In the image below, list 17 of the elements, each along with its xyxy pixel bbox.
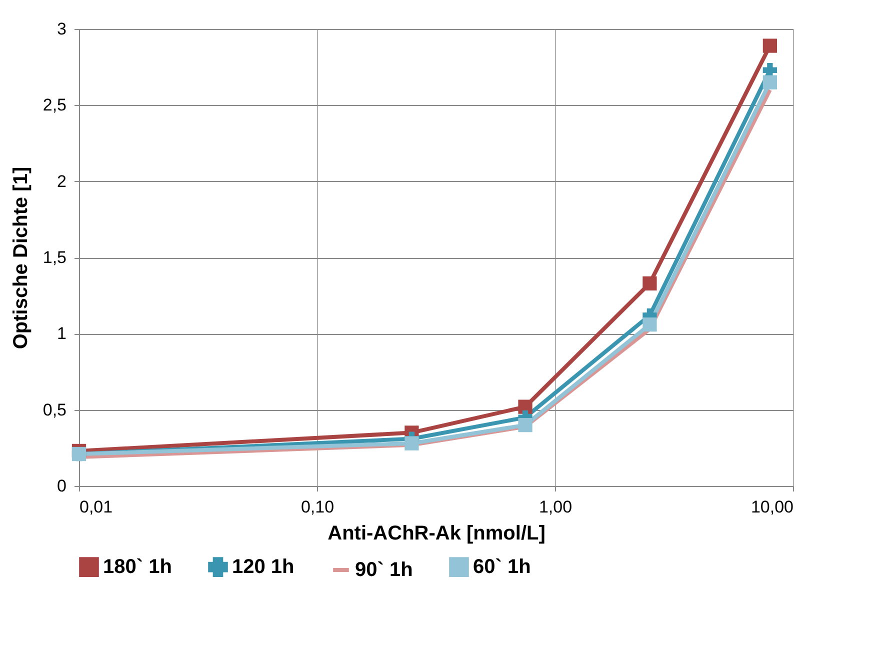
y-tick-label: 2,5 bbox=[42, 96, 66, 115]
y-tick-label: 3 bbox=[57, 20, 66, 38]
x-tick-label: 1,00 bbox=[538, 498, 572, 516]
x-tick-label: 0,10 bbox=[300, 498, 334, 516]
legend-label: 180` 1h bbox=[103, 556, 172, 578]
y-tick-label: 2 bbox=[57, 172, 66, 191]
legend-label: 120 1h bbox=[232, 556, 294, 578]
y-axis-title: Optische Dichte [1] bbox=[10, 166, 32, 350]
y-tick-label: 0 bbox=[57, 476, 66, 496]
y-tick-label: 1,5 bbox=[42, 248, 66, 267]
y-tick-label: 0,5 bbox=[42, 400, 66, 420]
x-axis-title: Anti-AChR-Ak [nmol/L] bbox=[328, 522, 546, 544]
x-tick-label: 0,01 bbox=[80, 498, 113, 516]
legend-label: 90` 1h bbox=[355, 559, 413, 581]
x-tick-label: 10,00 bbox=[750, 498, 794, 516]
legend-label: 60` 1h bbox=[473, 556, 531, 578]
y-tick-label: 1 bbox=[57, 324, 66, 344]
